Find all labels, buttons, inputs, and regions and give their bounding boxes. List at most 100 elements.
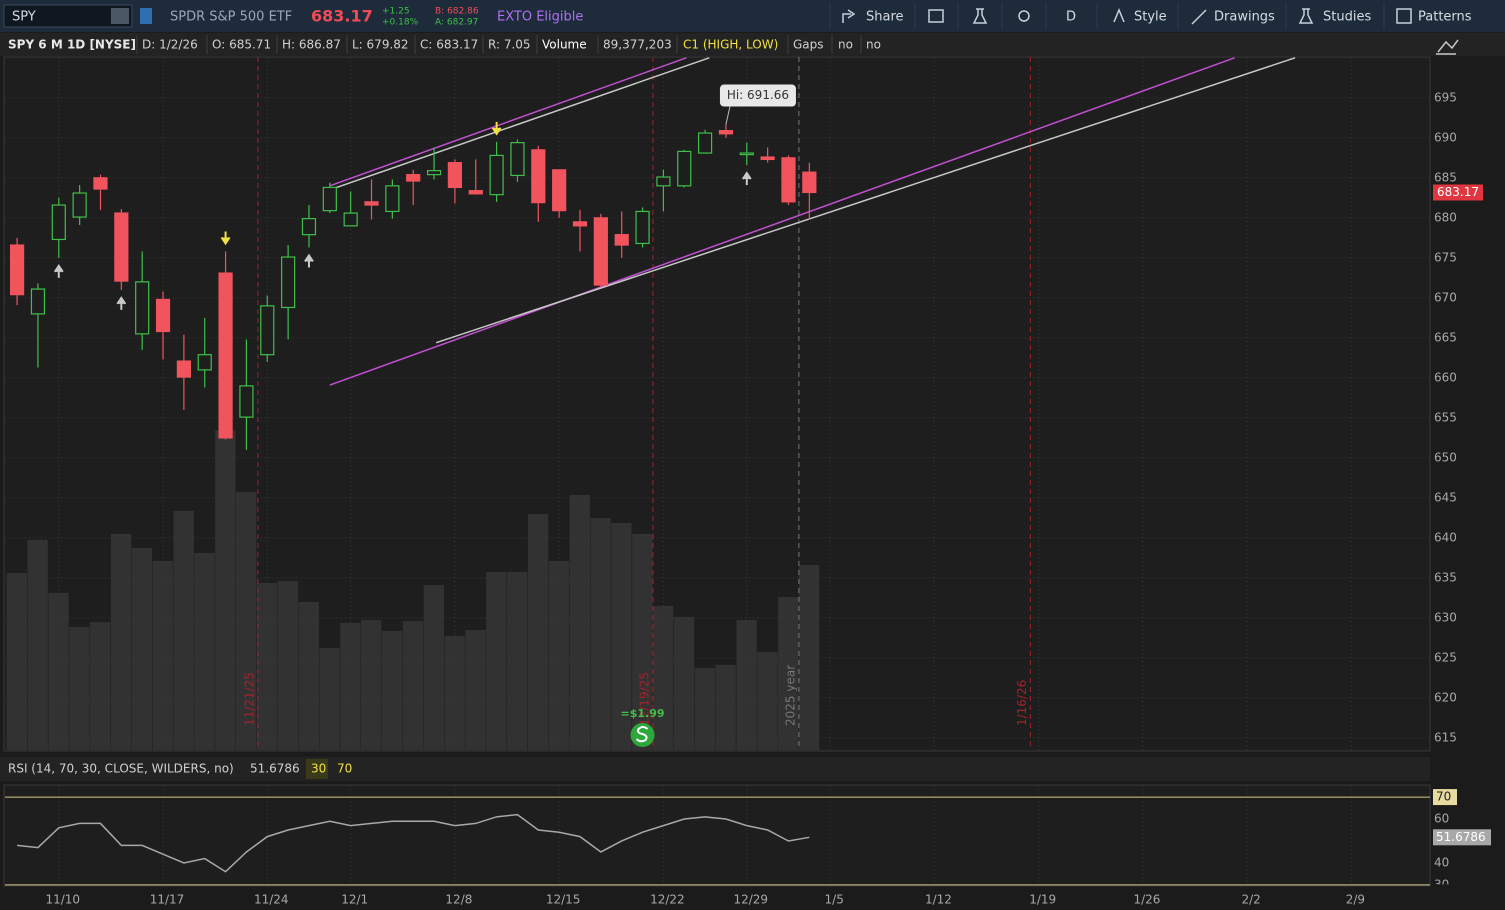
y-tick-label: 660 <box>1434 370 1457 384</box>
aggregation-button[interactable]: D <box>1066 10 1076 25</box>
volume-bar <box>236 492 257 750</box>
x-tick-label: 11/17 <box>150 893 185 907</box>
y-tick-label: 685 <box>1434 170 1457 184</box>
volume-bar <box>673 616 695 750</box>
header-study: C1 (HIGH, LOW) <box>683 38 778 52</box>
x-tick-label: 1/5 <box>825 893 844 907</box>
last-price: 683.17 <box>311 7 373 26</box>
y-tick-label: 620 <box>1434 690 1457 704</box>
candle-body <box>572 221 588 227</box>
x-tick-label: 2/2 <box>1242 893 1261 907</box>
x-tick-label: 11/10 <box>45 893 80 907</box>
candle-body <box>531 149 546 204</box>
candle-body <box>781 157 796 203</box>
annotation-pointer <box>725 106 731 125</box>
rsi-title: RSI (14, 70, 30, CLOSE, WILDERS, no) <box>8 762 234 776</box>
drawings-button[interactable]: Drawings <box>1214 10 1275 25</box>
pane-icon[interactable] <box>1436 39 1459 55</box>
candle-body <box>385 185 400 213</box>
candle-body <box>343 212 358 227</box>
volume-bar <box>6 573 28 750</box>
header-volume: 89,377,203 <box>603 38 672 52</box>
candle-body <box>72 192 87 218</box>
volume-bar <box>611 522 632 750</box>
last-price-box <box>1433 184 1483 201</box>
candle-body <box>135 281 150 335</box>
trendline <box>329 57 1235 386</box>
change-pct: +0.18% <box>382 18 419 28</box>
candle-body <box>9 244 25 296</box>
candle-body <box>635 210 650 245</box>
candle-body <box>489 154 504 196</box>
bid: B: 682.86 <box>435 7 479 17</box>
annotation-text: Hi: 691.66 <box>727 88 789 102</box>
candle-body <box>176 360 191 378</box>
rsi-overbought: 70 <box>337 762 352 776</box>
volume-bar <box>465 629 486 750</box>
volume-bar <box>90 622 111 750</box>
header-gaps-2: no <box>866 38 881 52</box>
header-bar <box>0 33 1505 56</box>
header-high: H: 686.87 <box>282 38 341 52</box>
link-icon[interactable] <box>140 8 152 24</box>
candle-body <box>593 217 608 286</box>
y-tick-label: 690 <box>1434 130 1457 144</box>
x-tick-label: 12/29 <box>733 893 768 907</box>
candle-body <box>51 204 66 241</box>
y-tick-label: 675 <box>1434 250 1457 264</box>
sell-signal <box>220 231 231 246</box>
candle-body <box>697 132 713 154</box>
rsi-tick-label: 70 <box>1436 790 1451 804</box>
header-volume-label: Volume <box>542 38 587 52</box>
buy-signal <box>304 253 314 268</box>
symbol-box[interactable] <box>3 4 133 28</box>
y-tick-label: 695 <box>1434 90 1457 104</box>
volume-bar <box>507 571 528 750</box>
trendline <box>329 57 687 187</box>
rsi-value-label: 51.6786 <box>1436 830 1486 844</box>
volume-bar <box>548 561 570 750</box>
exto-eligible: EXTO Eligible <box>497 10 583 25</box>
y-tick-label: 630 <box>1434 610 1457 624</box>
volume-bar <box>256 582 278 750</box>
volume-bar <box>778 597 799 750</box>
candle-body <box>739 152 754 156</box>
candle-body <box>155 298 171 333</box>
share-button[interactable]: Share <box>866 10 904 25</box>
rsi-header <box>0 757 1430 781</box>
volume-bar <box>194 552 215 750</box>
ask: A: 682.97 <box>435 18 478 28</box>
studies-button[interactable]: Studies <box>1323 10 1371 25</box>
x-tick-label: 12/15 <box>546 893 581 907</box>
header-gaps: Gaps <box>793 38 824 52</box>
volume-bar <box>69 627 90 750</box>
volume-bar <box>110 533 132 750</box>
y-tick-label: 640 <box>1434 530 1457 544</box>
candle-body <box>260 305 275 356</box>
rsi-value: 51.6786 <box>250 762 300 776</box>
volume-bar <box>361 620 382 750</box>
event-label: 2025 year <box>783 665 797 726</box>
style-button[interactable]: Style <box>1134 10 1167 25</box>
x-tick-label: 1/26 <box>1133 893 1160 907</box>
volume-bar <box>402 621 424 750</box>
volume-bar <box>340 622 361 750</box>
toolbar-buttons: Share D Style Drawings Studies Patterns <box>866 10 1472 25</box>
volume-bar <box>423 585 444 750</box>
header-low: L: 679.82 <box>352 38 409 52</box>
symbol-dropdown[interactable] <box>111 8 129 24</box>
toolbar <box>0 0 1505 32</box>
trendline <box>435 57 1296 344</box>
rsi-tick-label: 40 <box>1434 855 1449 869</box>
rsi-oversold: 30 <box>311 762 326 776</box>
candle-body <box>322 186 337 212</box>
candle-body <box>218 272 233 439</box>
candle-body <box>760 156 775 161</box>
candle-body <box>677 150 692 187</box>
volume-bar <box>590 517 611 750</box>
volume-bar <box>632 533 653 750</box>
patterns-button[interactable]: Patterns <box>1418 10 1472 25</box>
candle-body <box>406 174 421 182</box>
volume-bar <box>569 494 590 750</box>
